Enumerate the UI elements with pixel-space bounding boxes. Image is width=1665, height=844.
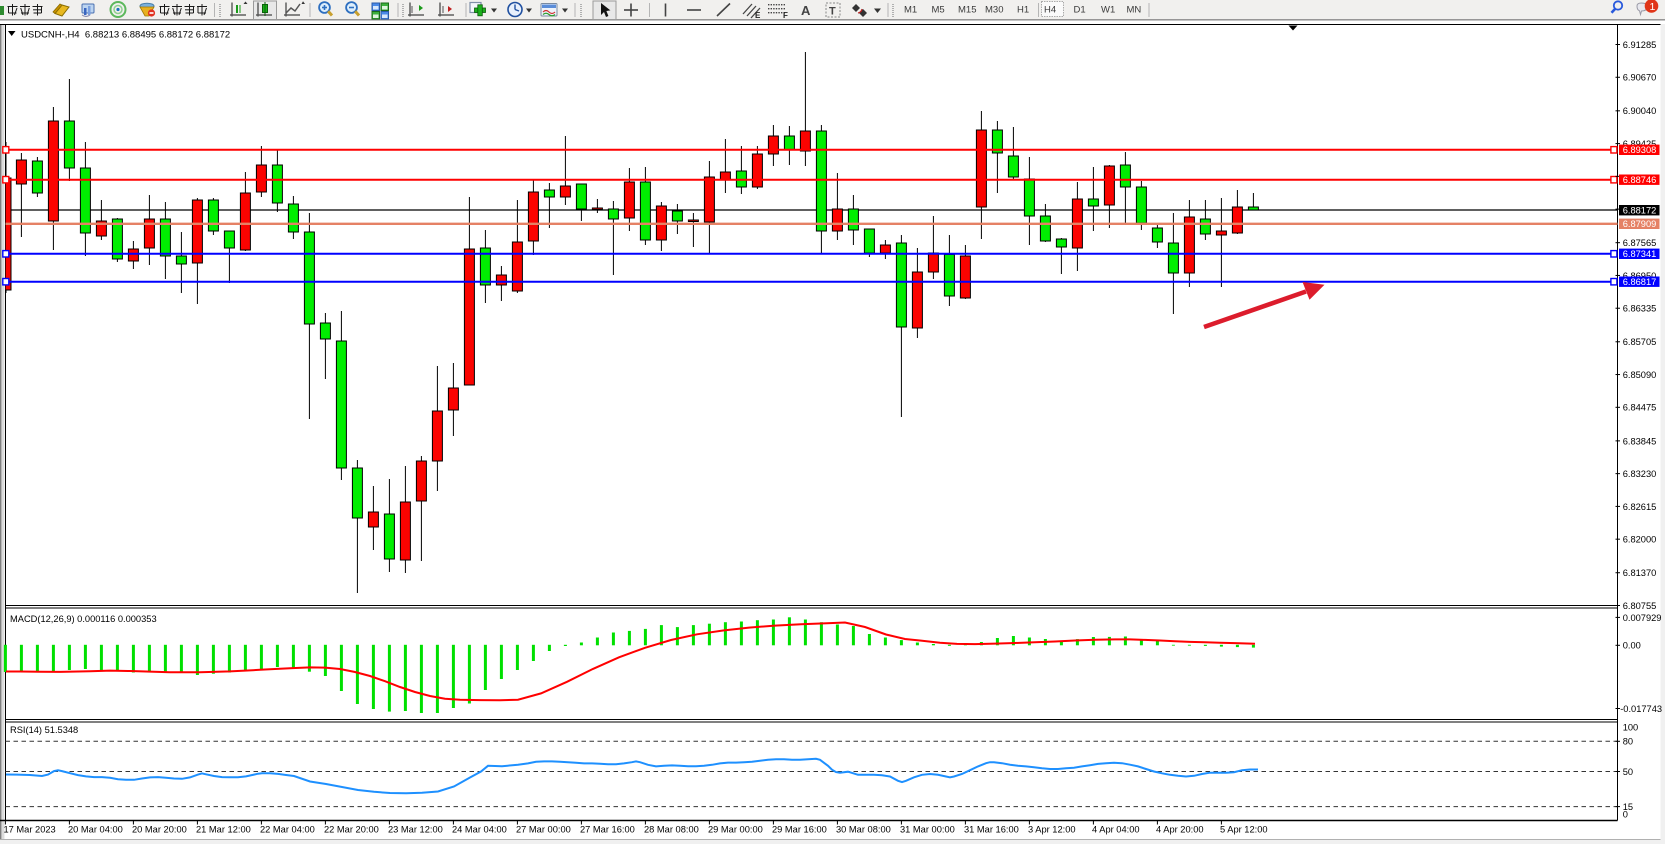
svg-text:T: T [829,6,836,18]
svg-text:6.88746: 6.88746 [1623,175,1657,185]
svg-text:50: 50 [1623,767,1633,777]
svg-text:6.91285: 6.91285 [1623,40,1657,50]
svg-text:22 Mar 20:00: 22 Mar 20:00 [324,825,379,835]
svg-text:6.80755: 6.80755 [1623,601,1657,611]
svg-text:23 Mar 12:00: 23 Mar 12:00 [388,825,443,835]
svg-text:RSI(14) 51.5348: RSI(14) 51.5348 [10,725,78,735]
svg-text:6.82615: 6.82615 [1623,502,1657,512]
svg-text:6.83845: 6.83845 [1623,436,1657,446]
svg-text:6.87341: 6.87341 [1623,249,1657,259]
svg-text:27 Mar 16:00: 27 Mar 16:00 [580,825,635,835]
svg-text:1: 1 [1650,1,1656,13]
svg-text:28 Mar 08:00: 28 Mar 08:00 [644,825,699,835]
svg-text:5 Apr 12:00: 5 Apr 12:00 [1220,825,1268,835]
svg-text:6.85705: 6.85705 [1623,337,1657,347]
svg-text:M30: M30 [985,5,1003,16]
svg-text:F: F [783,11,788,20]
svg-text:100: 100 [1623,723,1639,733]
svg-text:6.87909: 6.87909 [1623,219,1657,229]
svg-text:D1: D1 [1074,5,1086,16]
svg-text:W1: W1 [1101,5,1115,16]
svg-text:6.86817: 6.86817 [1623,277,1657,287]
svg-text:H1: H1 [1017,5,1029,16]
svg-text:6.90670: 6.90670 [1623,73,1657,83]
svg-text:3 Apr 12:00: 3 Apr 12:00 [1028,825,1076,835]
svg-text:0.007929: 0.007929 [1623,613,1662,623]
svg-text:6.82000: 6.82000 [1623,535,1657,545]
svg-text:22 Mar 04:00: 22 Mar 04:00 [260,825,315,835]
svg-text:20 Mar 20:00: 20 Mar 20:00 [132,825,187,835]
svg-text:80: 80 [1623,737,1633,747]
svg-text:USDCNH-,H4 6.88213 6.88495 6.: USDCNH-,H4 6.88213 6.88495 6.88172 6.881… [21,30,230,41]
svg-text:6.87565: 6.87565 [1623,238,1657,248]
svg-text:15: 15 [1623,802,1633,812]
svg-text:0: 0 [1623,810,1628,820]
svg-text:6.85090: 6.85090 [1623,370,1657,380]
svg-text:6.84475: 6.84475 [1623,403,1657,413]
svg-text:6.86335: 6.86335 [1623,304,1657,314]
svg-text:A: A [801,3,811,18]
svg-text:4 Apr 20:00: 4 Apr 20:00 [1156,825,1204,835]
svg-text:6.90040: 6.90040 [1623,106,1657,116]
svg-text:24 Mar 04:00: 24 Mar 04:00 [452,825,507,835]
svg-text:6.83230: 6.83230 [1623,469,1657,479]
svg-text:6.81370: 6.81370 [1623,568,1657,578]
svg-text:MN: MN [1127,5,1142,16]
svg-text:30 Mar 08:00: 30 Mar 08:00 [836,825,891,835]
svg-text:M15: M15 [958,5,976,16]
svg-text:6.89308: 6.89308 [1623,145,1657,155]
svg-text:31 Mar 16:00: 31 Mar 16:00 [964,825,1019,835]
svg-text:6.89425: 6.89425 [1623,139,1657,149]
svg-text:6.86950: 6.86950 [1623,271,1657,281]
svg-text:17 Mar 2023: 17 Mar 2023 [4,825,56,835]
svg-text:21 Mar 12:00: 21 Mar 12:00 [196,825,251,835]
svg-text:0.00: 0.00 [1623,641,1641,651]
svg-text:M1: M1 [904,5,917,16]
svg-text:4 Apr 04:00: 4 Apr 04:00 [1092,825,1140,835]
svg-text:MACD(12,26,9) 0.000116 0.00035: MACD(12,26,9) 0.000116 0.000353 [10,614,157,624]
svg-text:27 Mar 00:00: 27 Mar 00:00 [516,825,571,835]
svg-text:29 Mar 16:00: 29 Mar 16:00 [772,825,827,835]
svg-text:6.88172: 6.88172 [1623,206,1657,216]
svg-text:M5: M5 [932,5,945,16]
svg-text:E: E [755,11,761,20]
svg-text:29 Mar 00:00: 29 Mar 00:00 [708,825,763,835]
svg-text:H4: H4 [1044,5,1056,16]
svg-text:31 Mar 00:00: 31 Mar 00:00 [900,825,955,835]
svg-text:-0.017743: -0.017743 [1620,704,1662,714]
svg-text:20 Mar 04:00: 20 Mar 04:00 [68,825,123,835]
